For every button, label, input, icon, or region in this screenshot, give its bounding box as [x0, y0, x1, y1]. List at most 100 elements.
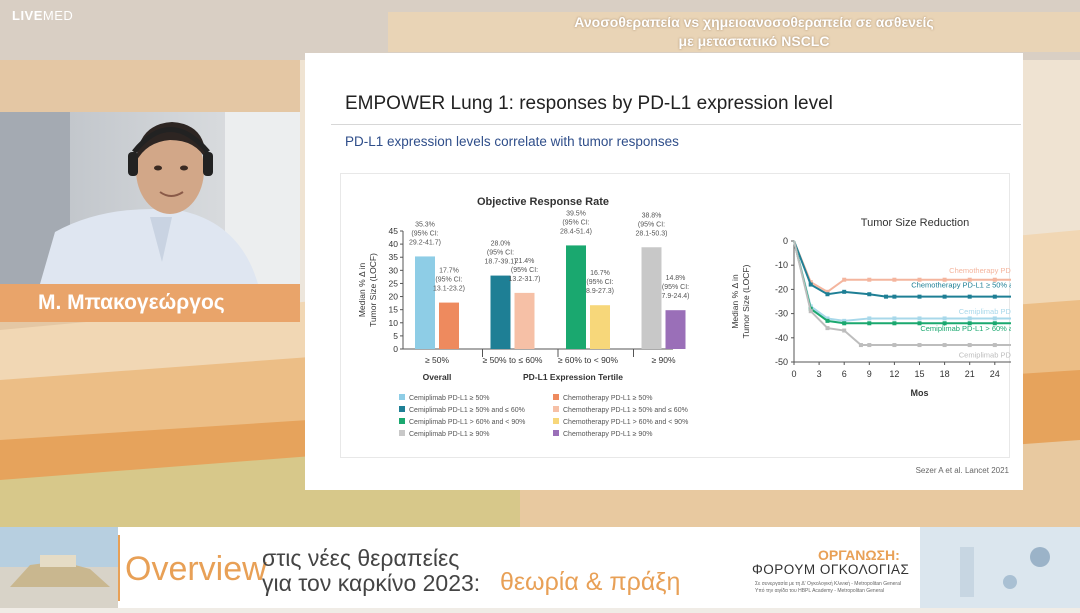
- legend-swatch: [399, 430, 405, 436]
- bar-y-tick-label: 5: [393, 331, 398, 341]
- bar-data-label: 38.8%: [642, 212, 662, 219]
- line-marker: [967, 321, 972, 326]
- bar-data-label: 35.3%: [415, 221, 435, 228]
- line-y-tick-label: -10: [775, 260, 788, 270]
- bar: [590, 305, 610, 349]
- legend-swatch: [553, 406, 559, 412]
- bar-y-tick-label: 20: [389, 292, 399, 302]
- bar-y-tick-label: 40: [389, 239, 399, 249]
- line-series-label: Cemiplimab PD-L1 > 60% and < 90%: [920, 324, 1011, 333]
- line-marker: [892, 316, 897, 321]
- line-marker: [967, 294, 972, 299]
- bar-chart-title: Objective Response Rate: [477, 196, 609, 208]
- slide-title: EMPOWER Lung 1: responses by PD-L1 expre…: [345, 93, 833, 114]
- title-divider: [331, 124, 1021, 125]
- organizer-label: ΟΡΓΑΝΩΣΗ:: [818, 547, 900, 563]
- line-marker: [808, 282, 813, 287]
- bar-y-tick-label: 30: [389, 265, 399, 275]
- bar: [641, 247, 662, 349]
- slide-subtitle: PD-L1 expression levels correlate with t…: [345, 134, 679, 149]
- bar: [439, 302, 459, 349]
- bar-category-label: ≥ 90%: [651, 355, 675, 365]
- legend-swatch: [553, 394, 559, 400]
- livemed-logo: LIVEMED: [12, 8, 74, 23]
- line-marker: [825, 316, 830, 321]
- footer-desc-1: στις νέες θεραπείες: [262, 545, 460, 571]
- legend-swatch: [399, 406, 405, 412]
- line-marker: [867, 343, 872, 348]
- line-marker: [942, 277, 947, 282]
- bar-data-label: 14.8%: [666, 275, 686, 282]
- line-marker: [842, 318, 847, 323]
- bar-data-label-ci: (95% CI:: [562, 219, 589, 226]
- footer-overview: Overview: [125, 550, 267, 588]
- bar-data-label: 16.7%: [590, 270, 610, 277]
- line-series: [793, 240, 1020, 298]
- bar-y-tick-label: 10: [389, 318, 399, 328]
- line-marker: [892, 294, 897, 299]
- bar: [566, 245, 586, 349]
- bar: [415, 256, 435, 349]
- bar: [665, 310, 686, 349]
- line-y-axis-label: Median % Δ inTumor Size (LOCF): [730, 264, 751, 338]
- line-marker: [917, 316, 922, 321]
- line-marker: [867, 321, 872, 326]
- line-series: [793, 240, 1020, 347]
- bar-data-label-ci: (95% CI:: [435, 277, 462, 284]
- line-marker: [825, 318, 830, 323]
- organizer-line-2: Υπό την αιγίδα του HBPL Academy - Metrop…: [755, 588, 885, 594]
- footer-description: στις νέες θεραπείες για τον καρκίνο 2023…: [262, 546, 480, 596]
- conference-footer: [0, 527, 1080, 608]
- line-series-label: Chemotherapy PD-L1 ≥ 50% and ≤ 60%: [911, 281, 1011, 290]
- line-marker: [892, 343, 897, 348]
- line-marker: [917, 343, 922, 348]
- speaker-image: [0, 112, 300, 284]
- legend-swatch: [553, 430, 559, 436]
- line-chart-title: Tumor Size Reduction: [861, 217, 969, 229]
- bar-data-label-range: 28.1-50.3): [636, 230, 668, 237]
- line-x-tick-label: 24: [990, 369, 1000, 379]
- line-marker: [917, 294, 922, 299]
- line-x-tick-label: 18: [940, 369, 950, 379]
- bar-data-label-range: 13.2-31.7): [509, 276, 541, 283]
- bar-category-label: ≥ 60% to < 90%: [558, 355, 619, 365]
- bar-y-axis-label: Median % Δ inTumor Size (LOCF): [357, 253, 378, 327]
- line-marker: [808, 309, 813, 314]
- line-x-tick-label: 21: [965, 369, 975, 379]
- bar-data-label-ci: (95% CI:: [662, 284, 689, 291]
- line-series-label: Cemiplimab PD-L1 ≥ 50%: [959, 307, 1011, 316]
- reference: Sezer A et al. Lancet 2021: [915, 466, 1009, 475]
- line-marker: [892, 321, 897, 326]
- line-x-tick-label: 0: [791, 369, 796, 379]
- legend-swatch: [553, 418, 559, 424]
- line-marker: [942, 294, 947, 299]
- bar-category-sublabel: Overall: [423, 372, 452, 382]
- topic-line-1: Ανοσοθεραπεία vs χημειοανοσοθεραπεία σε …: [574, 14, 934, 30]
- bar: [514, 292, 535, 349]
- speaker-name: Μ. Μπακογεώργος: [0, 284, 300, 322]
- line-y-tick-label: -20: [775, 284, 788, 294]
- line-marker: [942, 316, 947, 321]
- bar-y-tick-label: 0: [393, 344, 398, 354]
- legend-label: Chemotherapy PD-L1 ≥ 50% and ≤ 60%: [563, 407, 688, 414]
- line-marker: [942, 343, 947, 348]
- line-marker: [825, 292, 830, 297]
- footer-practice: θεωρία & πράξη: [500, 568, 681, 596]
- line-marker: [842, 328, 847, 333]
- footer-art: [0, 527, 1080, 608]
- bar-x-axis-label: PD-L1 Expression Tertile: [523, 372, 623, 382]
- line-y-tick-label: 0: [783, 236, 788, 246]
- figure-svg: Objective Response Rate05101520253035404…: [357, 196, 1050, 438]
- speaker-video: [0, 112, 300, 284]
- line-marker: [825, 289, 830, 294]
- line-marker: [892, 277, 897, 282]
- line-marker: [992, 316, 997, 321]
- bar-data-label-ci: (95% CI:: [411, 230, 438, 237]
- line-marker: [867, 277, 872, 282]
- bar-category-label: ≥ 50%: [425, 355, 449, 365]
- topic-line-2: με μεταστατικό NSCLC: [678, 33, 830, 49]
- line-marker: [858, 343, 863, 348]
- line-marker: [967, 316, 972, 321]
- line-series-label: Chemotherapy PD-L1 ≥ 50%: [949, 266, 1011, 275]
- line-marker: [867, 292, 872, 297]
